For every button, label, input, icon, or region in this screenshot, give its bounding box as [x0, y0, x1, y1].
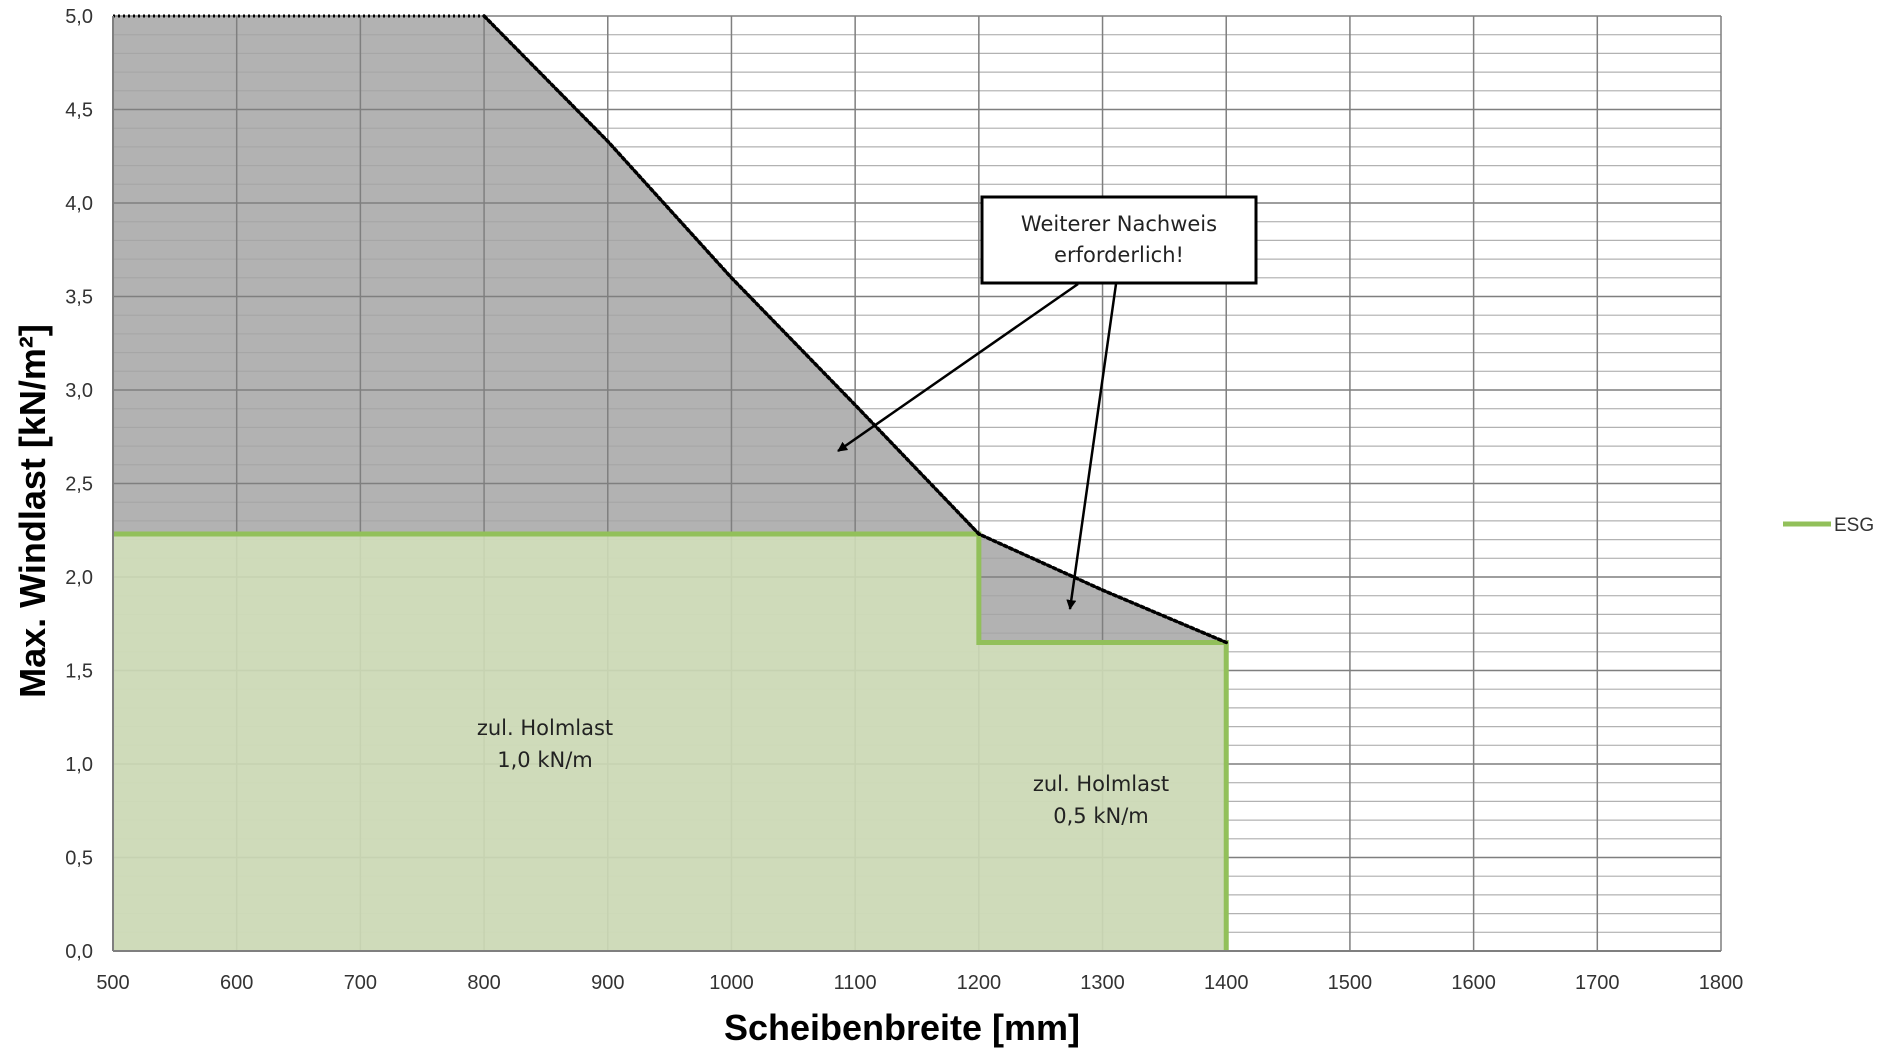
callout: Weiterer Nachweis erforderlich! — [837, 195, 1258, 610]
callout-arrow-right — [1066, 283, 1118, 610]
region2-label-line2: 0,5 kN/m — [1053, 804, 1148, 828]
x-tick-label: 1400 — [1204, 972, 1249, 994]
x-tick-label: 1700 — [1575, 972, 1620, 994]
x-tick-label: 1500 — [1328, 972, 1373, 994]
esg-area-fill — [113, 533, 1227, 951]
y-tick-label: 4,5 — [65, 100, 93, 122]
x-tick-label: 1100 — [834, 972, 877, 994]
callout-text-line2: erforderlich! — [1054, 243, 1184, 267]
region1-label-line2: 1,0 kN/m — [497, 748, 592, 772]
y-tick-label: 2,5 — [65, 474, 93, 496]
x-tick-label: 1000 — [709, 972, 754, 994]
callout-arrow-left — [837, 282, 1079, 453]
y-tick-label: 3,0 — [65, 380, 93, 402]
y-tick-label: 3,5 — [65, 287, 93, 309]
callout-text-line1: Weiterer Nachweis — [1021, 212, 1217, 236]
x-tick-label: 1600 — [1451, 972, 1496, 994]
x-axis-title: Scheibenbreite [mm] — [724, 1007, 1080, 1048]
axes — [112, 16, 1721, 952]
x-tick-label: 700 — [344, 972, 377, 994]
x-tick-label: 800 — [467, 972, 500, 994]
x-tick-label: 1800 — [1699, 972, 1744, 994]
y-tick-label: 4,0 — [65, 193, 93, 215]
x-tick-labels: 500 600 700 800 900 1000 1100 1200 1300 1400 1500 1… — [96, 972, 1743, 994]
x-tick-label: 1200 — [957, 972, 1002, 994]
y-tick-label: 2,0 — [65, 567, 93, 589]
region1-label-line1: zul. Holmlast — [477, 716, 613, 740]
esg-line — [113, 531, 1229, 951]
legend-label-esg: ESG — [1834, 515, 1874, 536]
limit-dotted-line — [482, 14, 1228, 645]
esg-series — [113, 531, 1229, 951]
y-tick-label: 5,0 — [65, 6, 93, 28]
y-tick-label: 0,5 — [65, 848, 93, 870]
y-axis-title: Max. Windlast [kN/m²] — [12, 324, 53, 698]
y-tick-labels: 0,0 0,5 1,0 1,5 2,0 2,5 3,0 3,5 4,0 4,5 5,0 — [65, 6, 93, 963]
region2-label-line1: zul. Holmlast — [1033, 772, 1169, 796]
limit-curve-line — [113, 14, 1228, 645]
x-tick-label: 1300 — [1080, 972, 1125, 994]
legend: ESG — [1783, 515, 1874, 536]
y-tick-label: 1,0 — [65, 754, 93, 776]
y-tick-label: 1,5 — [65, 661, 93, 683]
x-tick-label: 900 — [591, 972, 624, 994]
x-tick-label: 500 — [96, 972, 129, 994]
callout-box — [980, 195, 1258, 285]
x-tick-label: 600 — [220, 972, 253, 994]
y-tick-label: 0,0 — [65, 941, 93, 963]
